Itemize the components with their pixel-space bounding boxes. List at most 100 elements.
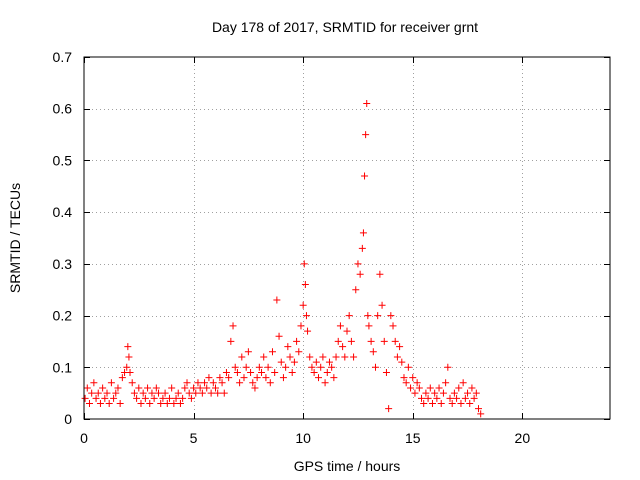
data-point bbox=[105, 399, 113, 407]
data-point bbox=[374, 312, 382, 320]
data-point bbox=[295, 348, 303, 356]
data-point bbox=[116, 399, 124, 407]
data-point bbox=[92, 394, 100, 402]
data-point bbox=[290, 358, 298, 366]
data-point bbox=[247, 368, 255, 376]
data-point bbox=[464, 389, 472, 397]
x-tick-label: 20 bbox=[515, 430, 531, 446]
data-point bbox=[258, 368, 266, 376]
data-point bbox=[453, 394, 461, 402]
data-point bbox=[306, 353, 314, 361]
data-point bbox=[275, 332, 283, 340]
data-point bbox=[398, 358, 406, 366]
data-point bbox=[181, 384, 189, 392]
data-point bbox=[118, 374, 126, 382]
data-point bbox=[424, 394, 432, 402]
plot-frame bbox=[83, 56, 611, 420]
data-point bbox=[271, 368, 279, 376]
data-point bbox=[402, 379, 410, 387]
y-axis-label: SRMTID / TECUs bbox=[7, 183, 23, 293]
data-point bbox=[468, 384, 476, 392]
data-point bbox=[341, 353, 349, 361]
data-point bbox=[282, 363, 290, 371]
data-point bbox=[101, 394, 109, 402]
data-point bbox=[279, 374, 287, 382]
data-point bbox=[411, 389, 419, 397]
data-point bbox=[249, 379, 257, 387]
data-point bbox=[328, 363, 336, 371]
data-point bbox=[90, 379, 98, 387]
data-point bbox=[382, 368, 390, 376]
data-point bbox=[284, 343, 292, 351]
data-point bbox=[233, 368, 241, 376]
data-point bbox=[185, 389, 193, 397]
data-point bbox=[194, 379, 202, 387]
data-point bbox=[315, 374, 323, 382]
data-point bbox=[83, 384, 91, 392]
data-point bbox=[198, 389, 206, 397]
data-point bbox=[356, 270, 364, 278]
data-point bbox=[212, 384, 219, 392]
data-point bbox=[277, 358, 285, 366]
data-point bbox=[385, 405, 393, 413]
data-point bbox=[345, 312, 353, 320]
data-point bbox=[126, 368, 134, 376]
data-point bbox=[389, 322, 397, 330]
data-point bbox=[325, 358, 333, 366]
y-tick-label: 0.7 bbox=[53, 49, 73, 65]
data-point bbox=[264, 363, 272, 371]
data-point bbox=[174, 389, 182, 397]
data-point bbox=[369, 348, 377, 356]
data-point bbox=[352, 286, 360, 294]
axis-ticks: 0 5 10 15 20 0 0.1 0.2 0.3 0.4 0.5 0.6 0.7 bbox=[53, 49, 610, 446]
data-point bbox=[428, 399, 436, 407]
y-tick-label: 0.4 bbox=[53, 204, 73, 220]
data-point bbox=[157, 399, 165, 407]
data-point bbox=[347, 337, 355, 345]
data-point bbox=[301, 281, 309, 289]
data-point bbox=[94, 389, 102, 397]
data-point bbox=[387, 312, 395, 320]
data-point bbox=[413, 379, 421, 387]
data-point bbox=[125, 353, 133, 361]
data-point bbox=[222, 368, 230, 376]
chart-title: Day 178 of 2017, SRMTID for receiver grn… bbox=[212, 19, 478, 35]
data-point bbox=[378, 301, 386, 309]
data-point bbox=[477, 410, 485, 418]
data-point bbox=[297, 322, 305, 330]
data-point bbox=[231, 363, 239, 371]
data-point bbox=[135, 384, 143, 392]
data-point bbox=[207, 389, 215, 397]
data-point bbox=[172, 394, 180, 402]
data-point bbox=[299, 301, 307, 309]
data-point bbox=[225, 374, 233, 382]
data-point bbox=[330, 374, 338, 382]
data-point bbox=[214, 389, 222, 397]
data-point bbox=[461, 394, 469, 402]
y-tick-label: 0.6 bbox=[53, 101, 73, 117]
data-point bbox=[112, 389, 120, 397]
data-point bbox=[88, 389, 96, 397]
data-point bbox=[361, 172, 369, 180]
data-point bbox=[293, 337, 301, 345]
data-point bbox=[85, 399, 93, 407]
data-point bbox=[448, 399, 456, 407]
y-tick-label: 0.1 bbox=[53, 359, 73, 375]
data-point bbox=[266, 379, 274, 387]
data-point bbox=[304, 327, 312, 335]
data-point bbox=[415, 384, 423, 392]
data-point bbox=[123, 363, 131, 371]
data-point bbox=[81, 394, 89, 402]
data-point bbox=[133, 394, 141, 402]
data-point bbox=[437, 399, 445, 407]
data-point bbox=[300, 260, 308, 268]
data-point bbox=[146, 399, 154, 407]
data-point bbox=[332, 353, 340, 361]
data-point bbox=[336, 322, 344, 330]
data-point bbox=[255, 363, 263, 371]
data-point bbox=[240, 374, 248, 382]
data-point bbox=[229, 322, 237, 330]
data-point bbox=[367, 337, 375, 345]
data-point bbox=[286, 353, 294, 361]
data-point bbox=[203, 384, 211, 392]
